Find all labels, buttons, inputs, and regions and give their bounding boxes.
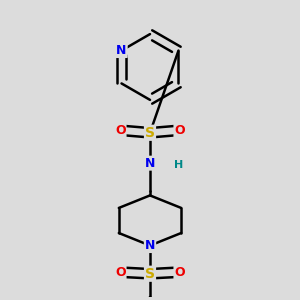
Text: H: H <box>174 160 183 170</box>
Text: N: N <box>116 44 127 57</box>
Text: S: S <box>145 267 155 281</box>
Text: S: S <box>145 126 155 140</box>
Text: O: O <box>115 124 126 137</box>
Text: O: O <box>174 124 185 137</box>
Text: N: N <box>145 239 155 252</box>
Text: O: O <box>174 266 185 279</box>
Text: O: O <box>115 266 126 279</box>
Text: N: N <box>145 157 155 170</box>
